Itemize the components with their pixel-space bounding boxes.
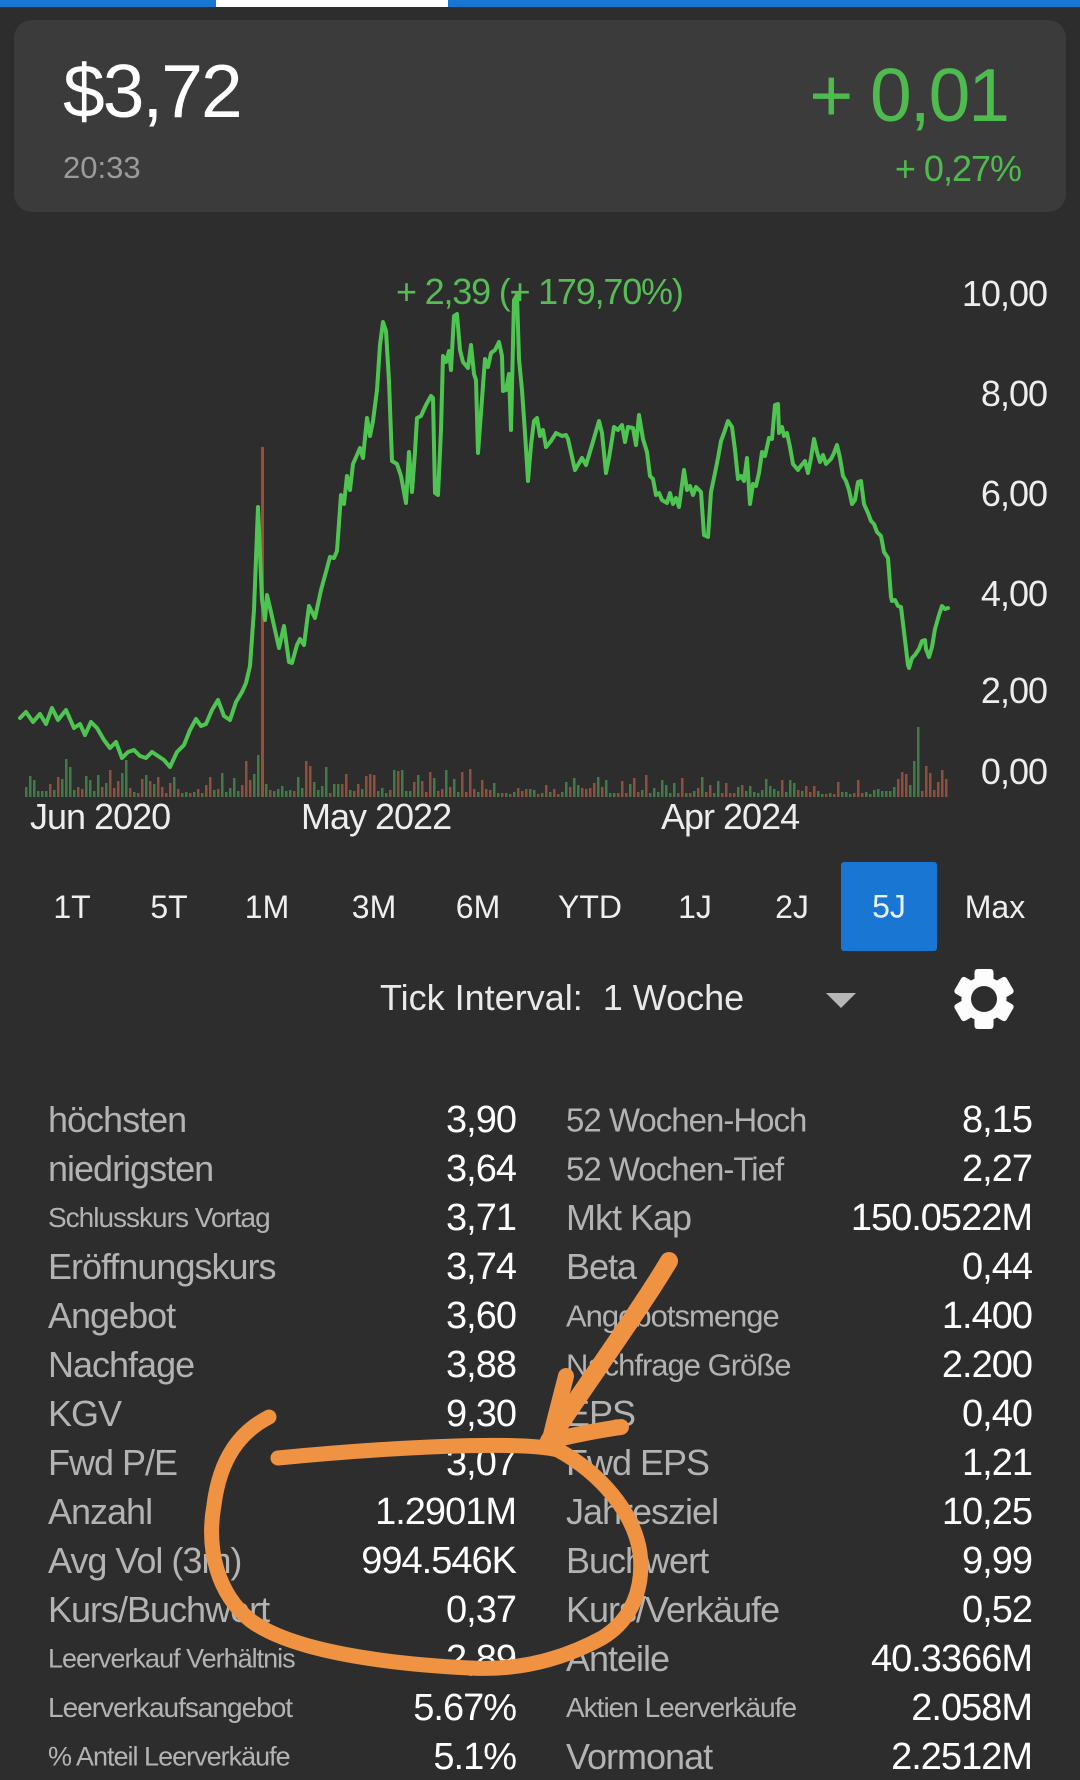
svg-text:Jun 2020: Jun 2020 bbox=[30, 796, 170, 837]
svg-text:2,00: 2,00 bbox=[981, 670, 1047, 711]
svg-text:Apr 2024: Apr 2024 bbox=[661, 796, 799, 837]
svg-text:May 2022: May 2022 bbox=[301, 796, 451, 837]
svg-text:4,00: 4,00 bbox=[981, 573, 1047, 614]
svg-text:10,00: 10,00 bbox=[962, 273, 1047, 314]
svg-text:0,00: 0,00 bbox=[981, 751, 1047, 792]
svg-text:6,00: 6,00 bbox=[981, 473, 1047, 514]
svg-text:+ 2,39 (+ 179,70%): + 2,39 (+ 179,70%) bbox=[396, 271, 683, 312]
svg-text:8,00: 8,00 bbox=[981, 373, 1047, 414]
